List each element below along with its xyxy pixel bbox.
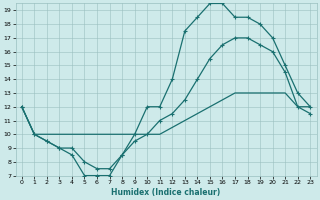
X-axis label: Humidex (Indice chaleur): Humidex (Indice chaleur) — [111, 188, 221, 197]
